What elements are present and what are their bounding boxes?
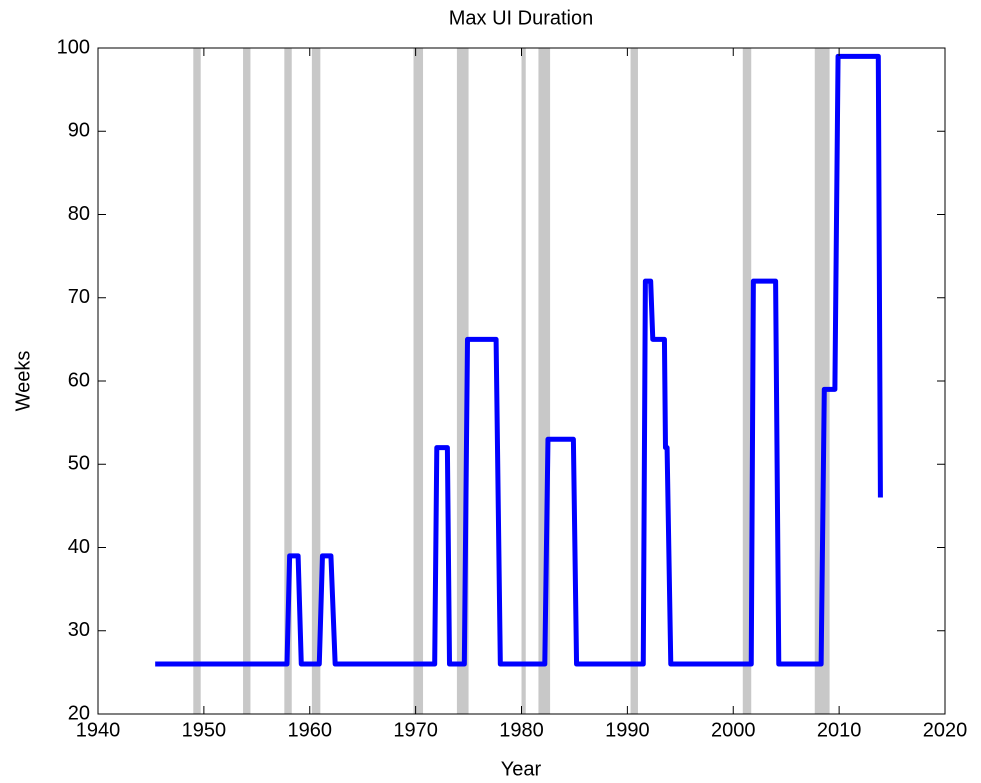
recession-band <box>243 48 251 714</box>
y-tick-label: 100 <box>57 36 90 58</box>
x-tick-label: 2010 <box>817 719 862 741</box>
x-axis-label: Year <box>501 758 542 780</box>
y-tick-label: 90 <box>68 120 90 142</box>
x-tick-label: 1970 <box>393 719 438 741</box>
recession-band <box>311 48 321 714</box>
x-tick-label: 1940 <box>76 719 121 741</box>
y-tick-label: 40 <box>68 536 90 558</box>
chart-title: Max UI Duration <box>449 7 594 29</box>
recession-band <box>521 48 526 714</box>
y-axis-label: Weeks <box>12 351 34 412</box>
y-tick-label: 70 <box>68 286 90 308</box>
recession-band <box>284 48 292 714</box>
recession-band <box>413 48 424 714</box>
x-tick-label: 1960 <box>288 719 333 741</box>
y-tick-label: 50 <box>68 453 90 475</box>
x-tick-label: 1980 <box>499 719 544 741</box>
y-tick-label: 20 <box>68 702 90 724</box>
y-tick-label: 80 <box>68 203 90 225</box>
x-tick-label: 1950 <box>182 719 227 741</box>
y-tick-label: 30 <box>68 619 90 641</box>
x-tick-label: 2020 <box>923 719 968 741</box>
recession-band <box>742 48 752 714</box>
recession-band <box>456 48 469 714</box>
recession-band <box>814 48 830 714</box>
recession-band <box>538 48 551 714</box>
x-tick-label: 2000 <box>711 719 756 741</box>
recession-band <box>630 48 638 714</box>
x-tick-label: 1990 <box>605 719 650 741</box>
y-tick-label: 60 <box>68 369 90 391</box>
recession-band <box>193 48 201 714</box>
data-line <box>155 53 883 667</box>
